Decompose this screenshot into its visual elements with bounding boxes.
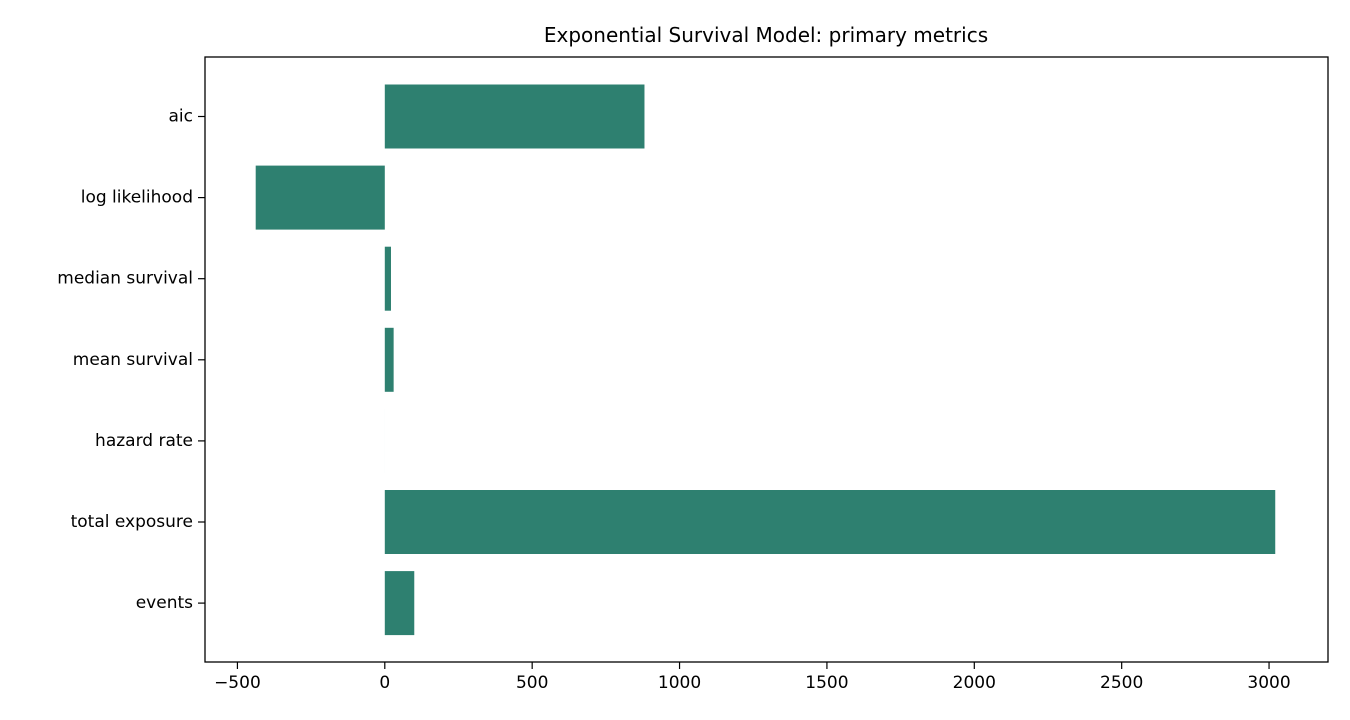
y-tick-label-median-survival: median survival — [57, 269, 193, 289]
x-tick-label: −500 — [214, 673, 261, 693]
y-tick-label-mean-survival: mean survival — [73, 350, 193, 370]
y-tick-label-log-likelihood: log likelihood — [81, 188, 193, 208]
y-axis-ticks: aic log likelihood median survival mean sur… — [57, 107, 205, 613]
y-tick-label-aic: aic — [169, 107, 194, 127]
bar-log-likelihood — [255, 165, 385, 230]
x-axis-ticks: −500 0 500 1000 1500 2000 2500 3000 — [214, 662, 1291, 693]
bar-total-exposure — [384, 490, 1276, 554]
y-tick-label-events: events — [136, 593, 193, 613]
bar-mean-survival — [384, 327, 394, 392]
x-tick-label: 0 — [379, 673, 390, 693]
x-tick-label: 500 — [516, 673, 548, 693]
bar-median-survival — [384, 246, 391, 311]
x-tick-label: 2500 — [1100, 673, 1143, 693]
bar-events — [384, 571, 415, 636]
y-tick-label-hazard-rate: hazard rate — [95, 431, 193, 451]
plot-area-frame — [204, 56, 1329, 663]
bars-layer — [255, 84, 1276, 636]
y-tick-label-total-exposure: total exposure — [71, 512, 193, 532]
x-tick-label: 3000 — [1247, 673, 1290, 693]
x-tick-label: 2000 — [953, 673, 996, 693]
chart-title: Exponential Survival Model: primary metr… — [544, 23, 988, 47]
x-tick-label: 1500 — [805, 673, 848, 693]
bar-aic — [384, 84, 645, 149]
x-tick-label: 1000 — [658, 673, 701, 693]
